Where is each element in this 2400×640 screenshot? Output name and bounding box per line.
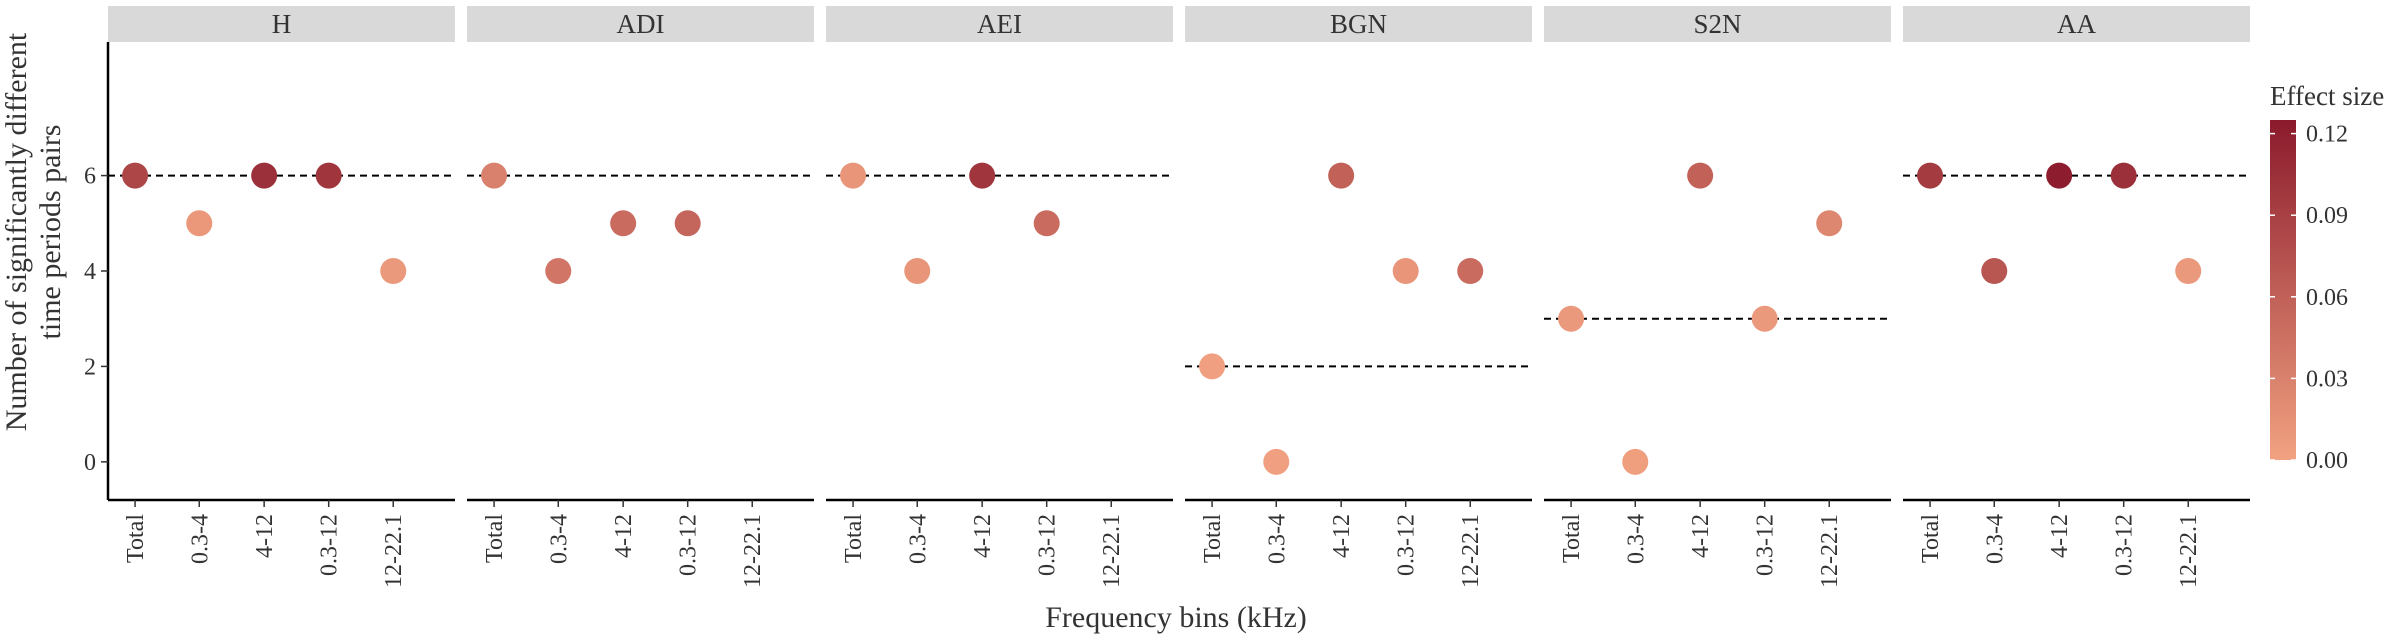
- legend: Effect size 0.00 0.03 0.06 0.09 0.12: [2270, 81, 2384, 474]
- panel-strip: [1185, 6, 1532, 42]
- data-point: [481, 162, 508, 189]
- panel-strip: [826, 6, 1173, 42]
- panel-strip: [1544, 6, 1891, 42]
- data-point: [1033, 210, 1060, 237]
- data-point: [1558, 305, 1585, 332]
- x-tick-label: 0.3-4: [1264, 514, 1290, 564]
- data-point: [186, 210, 213, 237]
- data-point: [1263, 448, 1290, 475]
- x-tick-label: 0.3-4: [905, 514, 931, 564]
- x-tick-label: Total: [1559, 514, 1585, 563]
- x-tick-label: 0.3-12: [1035, 514, 1061, 576]
- y-axis: 0 2 4 6: [84, 42, 110, 500]
- x-tick-label: 4-12: [1688, 514, 1714, 558]
- data-point: [1392, 258, 1419, 284]
- panel-strip: [1903, 6, 2250, 42]
- x-tick-label: 4-12: [970, 514, 996, 558]
- y-axis-title-line2: time periods pairs: [34, 125, 67, 340]
- data-point: [610, 210, 637, 237]
- data-point: [2175, 258, 2202, 284]
- legend-colorbar: [2270, 120, 2296, 460]
- data-point: [1457, 258, 1484, 284]
- data-point: [840, 162, 867, 189]
- legend-tick-label: 0.06: [2306, 285, 2348, 311]
- x-tick-label: 0.3-4: [1623, 514, 1649, 564]
- data-point: [1816, 210, 1843, 237]
- panel-strip-label: H: [272, 9, 292, 39]
- legend-tick-label: 0.12: [2306, 122, 2348, 148]
- data-point: [1751, 305, 1778, 332]
- data-point: [2046, 162, 2073, 189]
- data-point: [1199, 353, 1226, 380]
- data-point: [674, 210, 701, 237]
- panel-strip-label: BGN: [1330, 9, 1387, 39]
- panel-strip: [108, 6, 455, 42]
- data-point: [1622, 448, 1649, 475]
- data-point: [315, 162, 342, 189]
- x-tick-label: 0.3-12: [1394, 514, 1420, 576]
- data-point: [380, 258, 407, 284]
- data-point: [1687, 162, 1714, 189]
- y-tick-label: 6: [84, 164, 96, 190]
- x-tick-label: Total: [1200, 514, 1226, 563]
- panel-aa: AA Total 0.3-4 4-12 0.3-12 12-22.1: [1903, 6, 2250, 588]
- x-tick-label: 0.3-4: [187, 514, 213, 564]
- panel-h: H Total 0.3-4 4-12 0.3-12 12-22.1: [108, 6, 455, 588]
- x-tick-label: 0.3-12: [1753, 514, 1779, 576]
- x-tick-label: Total: [841, 514, 867, 563]
- x-tick-label: Total: [123, 514, 149, 563]
- x-tick-label: 0.3-12: [676, 514, 702, 576]
- x-tick-label: 12-22.1: [740, 514, 766, 588]
- x-axis-title: Frequency bins (kHz): [1045, 601, 1307, 634]
- x-tick-label: 0.3-4: [1982, 514, 2008, 564]
- panels-layer: H Total 0.3-4 4-12 0.3-12 12-22.1 ADI Total 0.3-…: [108, 6, 2250, 588]
- x-tick-label: 0.3-12: [317, 514, 343, 576]
- data-point: [904, 258, 931, 284]
- panel-strip-label: AEI: [977, 9, 1022, 39]
- panel-adi: ADI Total 0.3-4 4-12 0.3-12 12-22.1: [467, 6, 814, 588]
- panel-strip: [467, 6, 814, 42]
- data-point: [969, 162, 996, 189]
- data-point: [251, 162, 278, 189]
- x-tick-label: 12-22.1: [381, 514, 407, 588]
- data-point: [122, 162, 149, 189]
- data-point: [1328, 162, 1355, 189]
- panel-bgn: BGN Total 0.3-4 4-12 0.3-12 12-22.1: [1185, 6, 1532, 588]
- y-tick-label: 0: [84, 450, 96, 476]
- x-tick-label: 12-22.1: [1099, 514, 1125, 588]
- x-tick-label: 4-12: [2047, 514, 2073, 558]
- panel-strip-label: S2N: [1693, 9, 1741, 39]
- y-tick-label: 4: [84, 259, 96, 285]
- panel-strip-label: AA: [2057, 9, 2096, 39]
- legend-ticks: 0.00 0.03 0.06 0.09 0.12: [2270, 122, 2348, 474]
- data-point: [1981, 258, 2008, 284]
- x-tick-label: Total: [1918, 514, 1944, 563]
- x-tick-label: 4-12: [611, 514, 637, 558]
- panel-s2n: S2N Total 0.3-4 4-12 0.3-12 12-22.1: [1544, 6, 1891, 588]
- legend-tick-label: 0.00: [2306, 448, 2348, 474]
- legend-tick-label: 0.09: [2306, 203, 2348, 229]
- legend-tick-label: 0.03: [2306, 366, 2348, 392]
- x-tick-label: 12-22.1: [2176, 514, 2202, 588]
- data-point: [1917, 162, 1944, 189]
- data-point: [545, 258, 572, 284]
- y-axis-title-line1: Number of significantly different: [0, 32, 33, 431]
- x-tick-label: 4-12: [252, 514, 278, 558]
- x-tick-label: 0.3-4: [546, 514, 572, 564]
- x-tick-label: 12-22.1: [1458, 514, 1484, 588]
- x-tick-label: 0.3-12: [2112, 514, 2138, 576]
- legend-title: Effect size: [2270, 81, 2384, 111]
- x-tick-label: 12-22.1: [1817, 514, 1843, 588]
- y-tick-label: 2: [84, 354, 96, 380]
- data-point: [2110, 162, 2137, 189]
- panel-aei: AEI Total 0.3-4 4-12 0.3-12 12-22.1: [826, 6, 1173, 588]
- panel-strip-label: ADI: [617, 9, 665, 39]
- x-tick-label: 4-12: [1329, 514, 1355, 558]
- x-tick-label: Total: [482, 514, 508, 563]
